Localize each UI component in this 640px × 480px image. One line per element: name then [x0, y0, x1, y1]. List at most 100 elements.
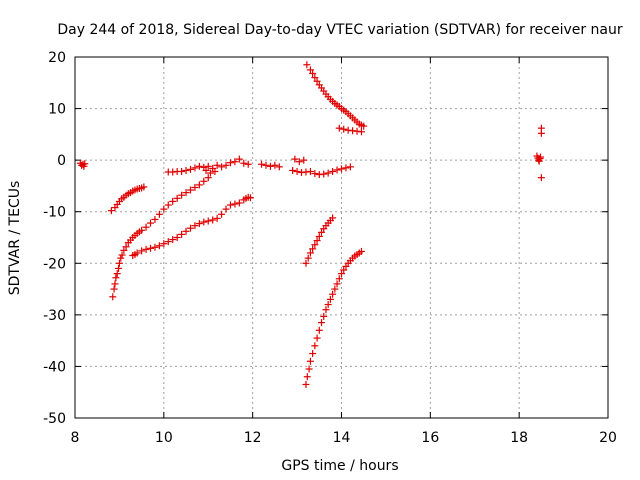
data-point: [333, 166, 341, 174]
data-point: [178, 191, 186, 199]
data-point: [235, 199, 243, 207]
data-point: [115, 264, 123, 272]
data-point: [164, 201, 172, 209]
data-point: [191, 164, 199, 172]
data-point: [182, 166, 190, 174]
data-point: [329, 290, 337, 298]
data-point: [320, 312, 328, 320]
data-point: [204, 174, 212, 182]
y-tick-label: -20: [43, 256, 66, 272]
data-point: [315, 326, 323, 334]
data-point: [295, 158, 303, 166]
data-point: [209, 216, 217, 224]
y-tick-label: 0: [57, 153, 66, 169]
data-point: [311, 170, 319, 178]
x-tick-label: 10: [155, 430, 173, 446]
data-point: [536, 153, 544, 161]
data-point: [306, 357, 314, 365]
data-point: [107, 207, 115, 215]
data-point: [191, 222, 199, 230]
data-point: [537, 129, 545, 137]
x-tick-labels: 8 10 12 14 16 18 20: [71, 430, 617, 446]
data-point: [195, 220, 203, 228]
data-point: [303, 373, 311, 381]
data-point: [155, 242, 163, 250]
data-point: [226, 159, 234, 167]
data-point: [329, 214, 337, 222]
data-point: [138, 226, 146, 234]
y-tick-label: 20: [48, 50, 66, 66]
data-point: [118, 251, 126, 259]
data-point: [333, 280, 341, 288]
data-point: [266, 162, 274, 170]
data-point: [142, 245, 150, 253]
data-point: [142, 223, 150, 231]
data-point: [258, 160, 266, 168]
data-point: [305, 365, 313, 373]
y-tick-label: -30: [43, 308, 66, 324]
axis-ticks: [74, 56, 609, 419]
data-point: [178, 167, 186, 175]
data-point: [115, 259, 123, 267]
data-point: [309, 350, 317, 358]
data-point: [112, 274, 120, 282]
data-point: [271, 161, 279, 169]
data-point: [110, 285, 118, 293]
data-point: [537, 174, 545, 182]
data-point: [140, 183, 148, 191]
data-point: [160, 205, 168, 213]
data-point: [346, 163, 354, 171]
data-point: [335, 275, 343, 283]
data-point: [160, 240, 168, 248]
data-point: [306, 167, 314, 175]
data-point: [357, 128, 365, 136]
data-point: [324, 169, 332, 177]
data-point: [340, 125, 348, 133]
data-point: [320, 170, 328, 178]
x-tick-label: 20: [599, 430, 617, 446]
data-point: [151, 215, 159, 223]
data-point: [311, 74, 319, 82]
data-point: [226, 201, 234, 209]
data-point: [240, 159, 248, 167]
data-point: [122, 243, 130, 251]
data-point: [117, 254, 125, 262]
data-point: [120, 246, 128, 254]
data-point: [309, 70, 317, 78]
data-point: [293, 167, 301, 175]
x-tick-label: 12: [244, 430, 262, 446]
data-point: [213, 214, 221, 222]
data-point: [262, 161, 270, 169]
data-point: [155, 210, 163, 218]
y-tick-label: -10: [43, 205, 66, 221]
data-point: [360, 122, 368, 130]
data-point: [244, 160, 252, 168]
data-point: [302, 380, 310, 388]
data-point: [315, 232, 323, 240]
data-point: [231, 200, 239, 208]
data-point: [313, 77, 321, 85]
data-point: [302, 259, 310, 267]
data-point: [164, 238, 172, 246]
data-point: [318, 228, 326, 236]
data-point: [173, 194, 181, 202]
data-point: [113, 270, 121, 278]
data-point: [200, 218, 208, 226]
data-point: [313, 334, 321, 342]
data-point: [200, 177, 208, 185]
data-point: [246, 194, 254, 202]
data-point: [186, 186, 194, 194]
data-point: [109, 293, 117, 301]
data-point: [306, 249, 314, 257]
data-point: [202, 166, 210, 174]
data-point: [151, 243, 159, 251]
data-point: [204, 217, 212, 225]
data-point: [218, 210, 226, 218]
data-point: [329, 167, 337, 175]
x-tick-label: 14: [333, 430, 351, 446]
data-point: [169, 236, 177, 244]
data-point: [178, 230, 186, 238]
data-point: [291, 155, 299, 163]
data-point: [322, 306, 330, 314]
